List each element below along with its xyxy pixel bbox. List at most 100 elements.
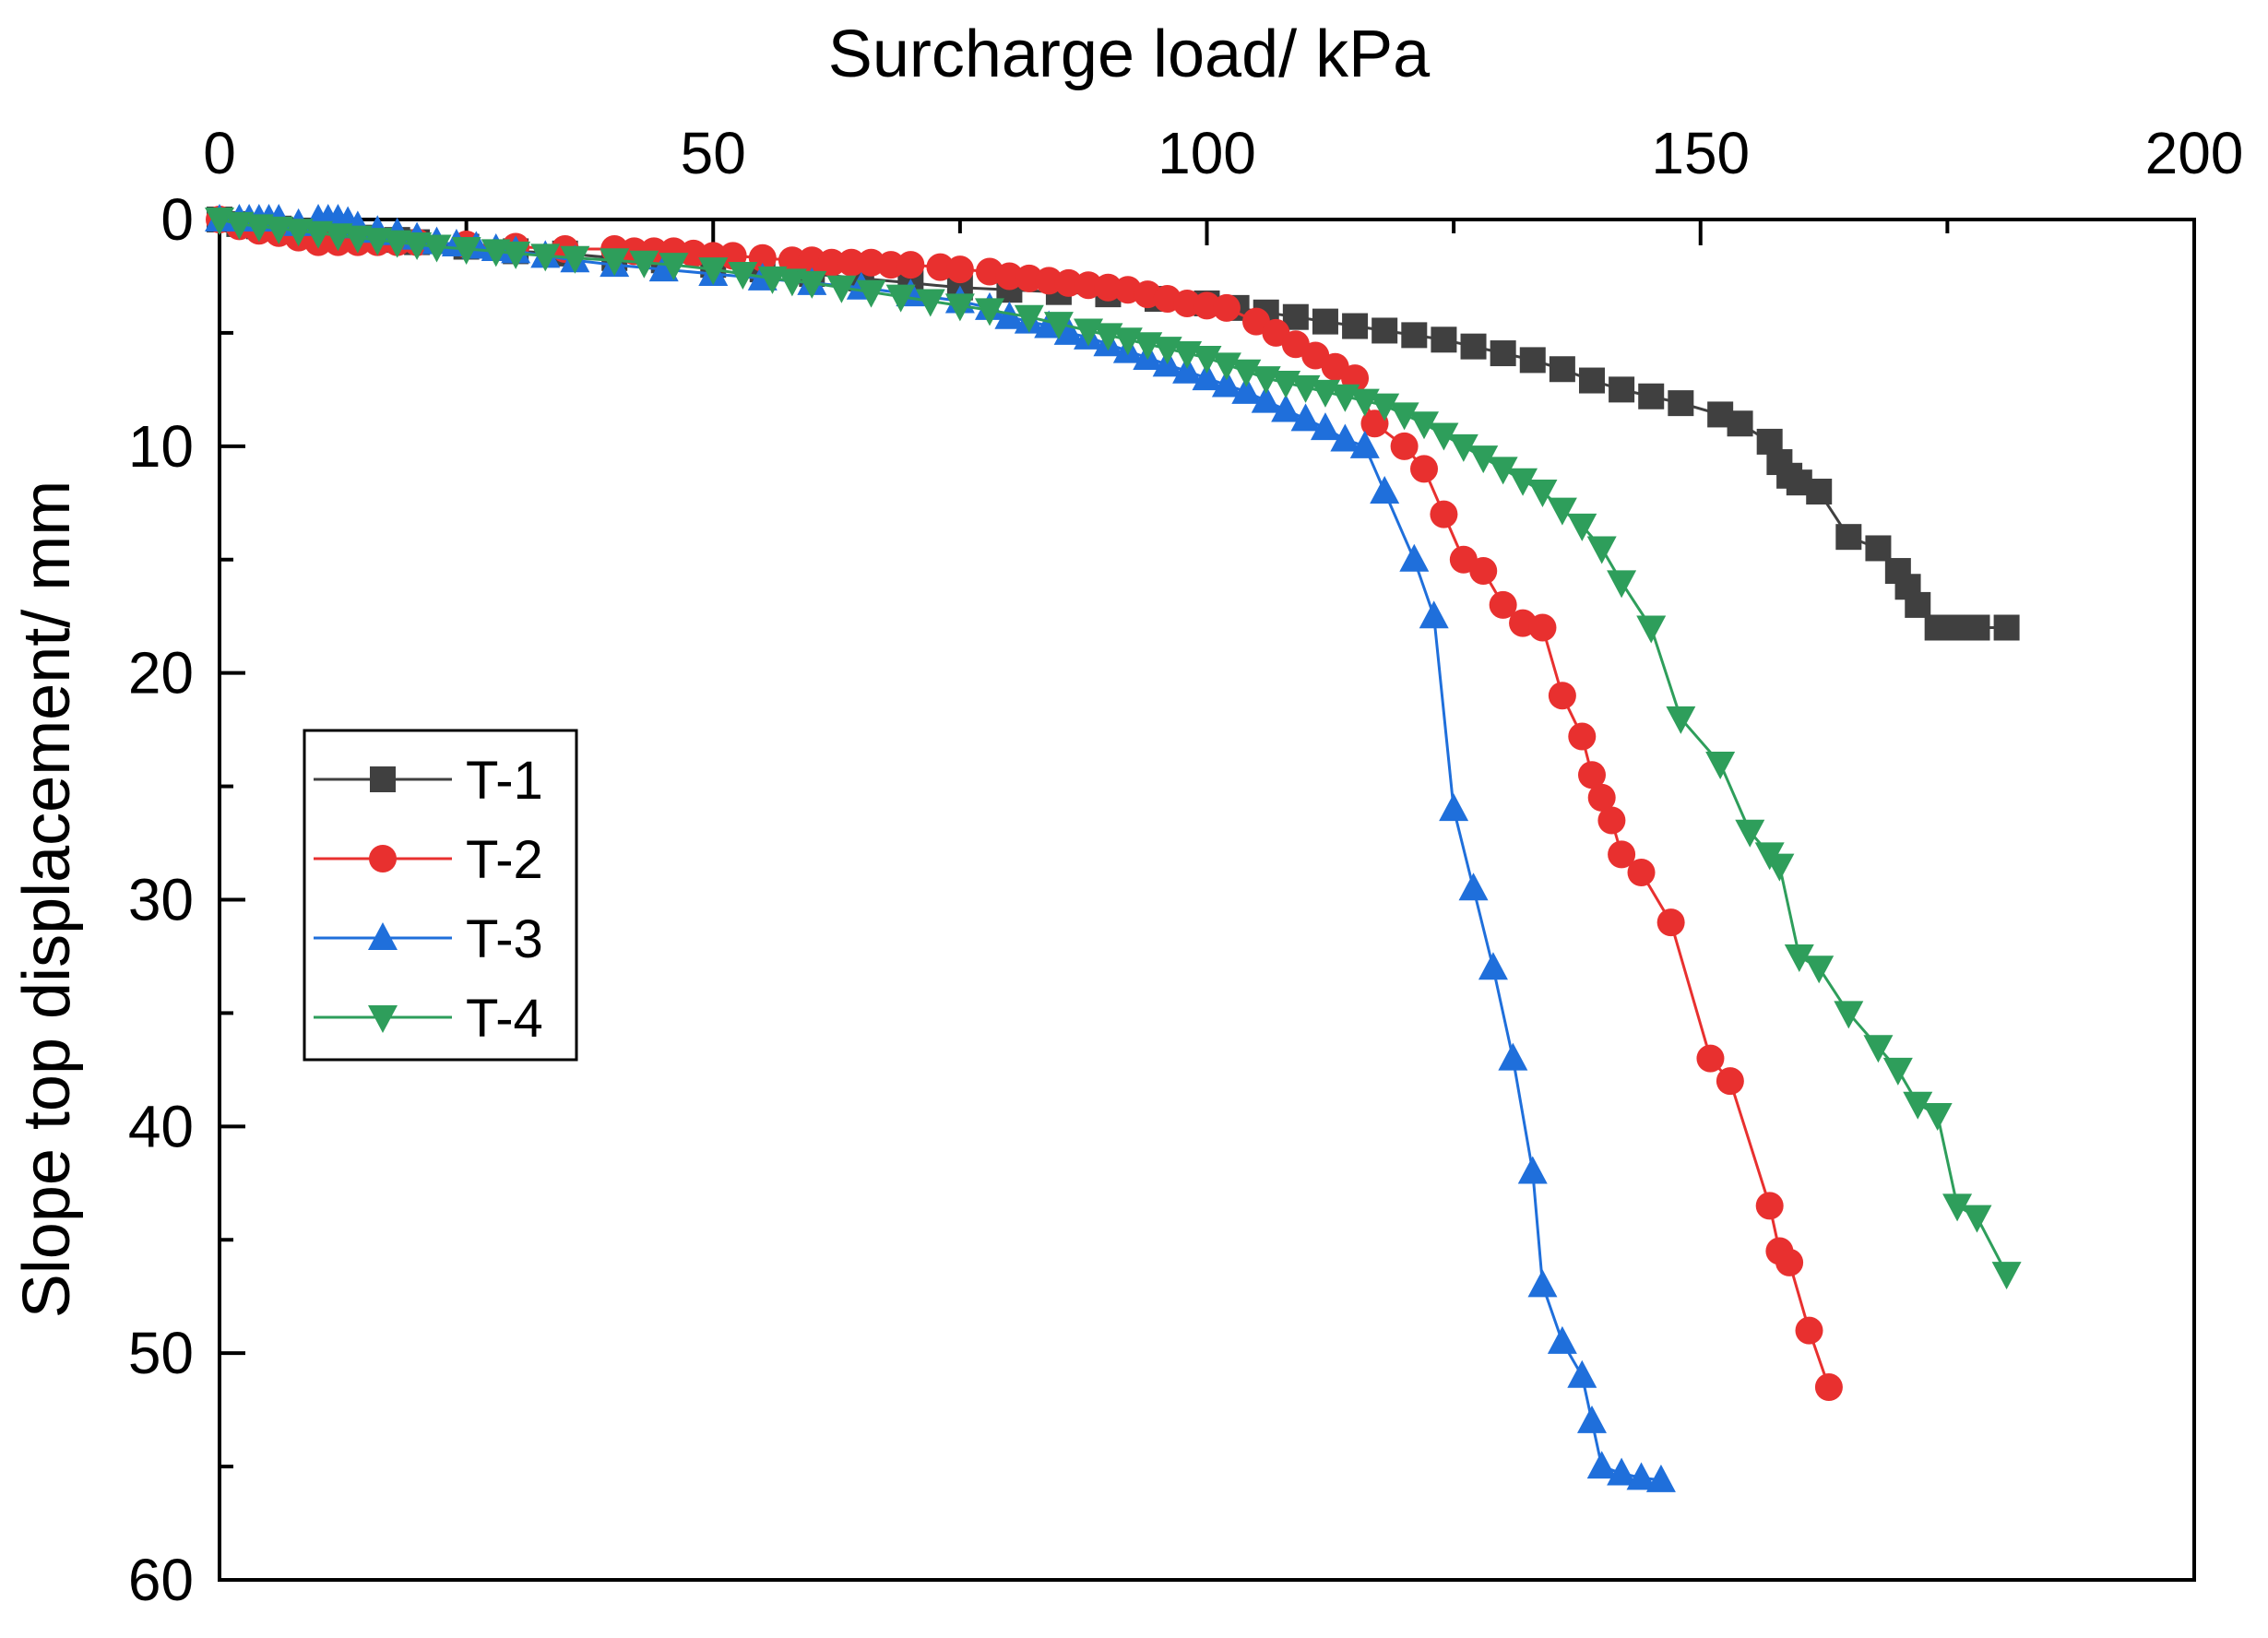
- data-point: [915, 289, 945, 317]
- data-point: [1668, 390, 1694, 417]
- data-point: [1458, 872, 1489, 901]
- data-point: [1192, 362, 1222, 391]
- legend-entry-t3: T-3: [314, 909, 543, 969]
- data-point: [1410, 455, 1439, 483]
- data-point: [1478, 952, 1508, 980]
- data-point: [1835, 524, 1862, 551]
- data-point: [1290, 403, 1321, 432]
- data-point: [1360, 410, 1389, 438]
- data-point: [1993, 614, 2020, 641]
- data-point: [1666, 706, 1696, 734]
- legend-symbol-t3: [314, 922, 452, 950]
- data-point: [1903, 1091, 1933, 1120]
- legend-symbol-t2: [314, 845, 452, 872]
- data-point: [1527, 480, 1558, 507]
- y-tick-label: 40: [128, 1093, 194, 1159]
- data-point: [1448, 433, 1478, 462]
- legend-entry-t1: T-1: [314, 751, 543, 811]
- legend-marker: [368, 922, 398, 950]
- data-point: [1608, 840, 1636, 869]
- series-layer: [205, 204, 2022, 1492]
- x-tick-label: 100: [1158, 120, 1256, 186]
- y-tick-label: 10: [128, 413, 194, 480]
- data-point: [1547, 1325, 1577, 1354]
- data-point: [1548, 682, 1576, 710]
- data-point: [897, 251, 925, 279]
- data-point: [1271, 394, 1301, 422]
- data-point: [402, 232, 433, 261]
- legend-label-t2: T-2: [466, 830, 543, 890]
- y-tick-label: 20: [128, 640, 194, 706]
- data-point: [362, 228, 393, 256]
- data-point: [1577, 761, 1606, 789]
- x-tick-label: 0: [203, 120, 236, 186]
- data-point: [974, 298, 1004, 326]
- data-point: [1231, 375, 1262, 404]
- legend-label-t4: T-4: [466, 989, 543, 1049]
- data-point: [1409, 411, 1440, 440]
- data-point: [1922, 1103, 1953, 1132]
- data-point: [945, 255, 974, 284]
- data-point: [1696, 1044, 1725, 1073]
- data-point: [1882, 1057, 1913, 1086]
- data-point: [885, 284, 916, 313]
- y-axis-ticks: 0 10 20 30 40 50 60: [128, 186, 245, 1613]
- data-point: [264, 216, 294, 244]
- data-point: [1865, 535, 1892, 562]
- data-point: [994, 301, 1025, 329]
- data-point: [1784, 944, 1814, 972]
- data-point: [1578, 367, 1605, 394]
- data-point: [826, 275, 857, 303]
- data-point: [1764, 853, 1795, 882]
- data-point: [1755, 1192, 1784, 1220]
- legend-label-t1: T-1: [466, 751, 543, 811]
- data-point: [1429, 422, 1459, 451]
- data-point: [1607, 1457, 1637, 1486]
- data-point: [1370, 476, 1400, 504]
- data-point: [1549, 356, 1575, 383]
- data-point: [481, 239, 511, 267]
- data-point: [1814, 1373, 1843, 1402]
- data-point: [1312, 308, 1338, 335]
- data-point: [1527, 1269, 1558, 1298]
- data-point: [1607, 570, 1637, 599]
- data-point: [1636, 615, 1667, 644]
- x-tick-label: 50: [681, 120, 746, 186]
- data-point: [530, 243, 561, 272]
- data-point: [1419, 600, 1449, 629]
- data-point: [501, 241, 531, 269]
- data-point: [1586, 536, 1617, 564]
- data-point: [1430, 500, 1458, 528]
- series-t-4: [205, 208, 2022, 1290]
- data-point: [1251, 385, 1281, 413]
- data-point: [1567, 1359, 1597, 1388]
- data-point: [856, 279, 886, 308]
- data-point: [283, 219, 314, 247]
- legend-marker: [368, 1005, 398, 1033]
- data-point: [303, 220, 334, 249]
- data-point: [629, 250, 659, 279]
- data-point: [1498, 1042, 1528, 1071]
- data-point: [837, 248, 866, 277]
- data-point: [1528, 613, 1557, 642]
- data-point: [1439, 793, 1469, 822]
- data-point: [560, 245, 590, 274]
- data-point: [1371, 317, 1398, 344]
- data-point: [1991, 1262, 2022, 1290]
- data-point: [1043, 312, 1074, 340]
- data-point: [659, 253, 689, 281]
- data-point: [1586, 1451, 1617, 1479]
- data-point: [342, 225, 373, 254]
- data-point: [1597, 806, 1626, 835]
- y-tick-label: 50: [128, 1320, 194, 1386]
- data-point: [1401, 322, 1428, 349]
- data-point: [876, 251, 905, 279]
- data-point: [797, 270, 827, 299]
- data-point: [944, 293, 975, 322]
- data-point: [1567, 513, 1597, 541]
- data-point: [777, 268, 807, 297]
- data-point: [1962, 1205, 1992, 1233]
- legend-symbol-t4: [314, 1005, 452, 1033]
- data-point: [1508, 468, 1538, 496]
